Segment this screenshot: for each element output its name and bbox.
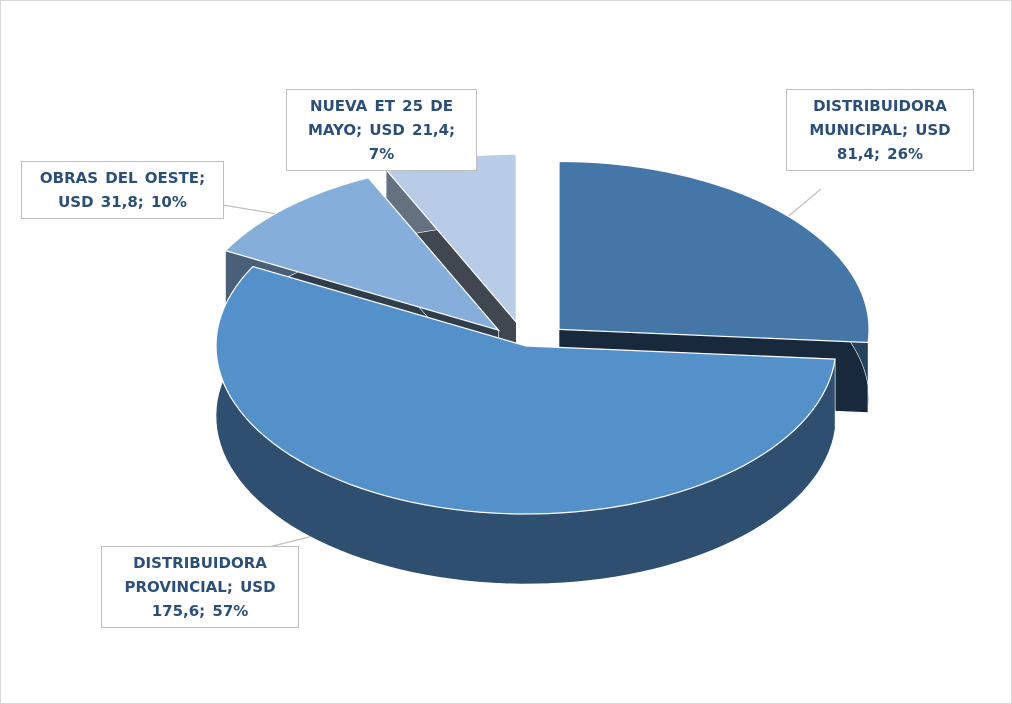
slice: [224, 177, 501, 332]
label-separator: ;: [226, 578, 233, 596]
label-separator: ;: [873, 145, 880, 163]
label-part: 10%: [151, 193, 187, 211]
label-separator: ;: [137, 193, 144, 211]
data-label: NUEVA ET 25 DE MAYO; USD 21,4; 7%: [286, 89, 477, 171]
label-part: USD 31,8: [58, 193, 138, 211]
data-label: DISTRIBUIDORA MUNICIPAL; USD 81,4; 26%: [786, 89, 974, 171]
label-part: USD 175,6: [151, 578, 276, 620]
label-part: OBRAS DEL OESTE: [39, 169, 200, 187]
slice-group: [215, 265, 836, 585]
label-part: DISTRIBUIDORA MUNICIPAL: [809, 97, 947, 139]
data-label: DISTRIBUIDORA PROVINCIAL; USD 175,6; 57%: [101, 546, 299, 628]
label-separator: ;: [199, 169, 206, 187]
label-part: 57%: [212, 602, 249, 620]
label-separator: ;: [199, 602, 206, 620]
label-separator: ;: [449, 121, 456, 139]
label-part: NUEVA ET 25 DE MAYO: [307, 97, 453, 139]
label-part: USD 81,4: [836, 121, 951, 163]
data-label: OBRAS DEL OESTE; USD 31,8; 10%: [21, 161, 224, 219]
label-part: 26%: [887, 145, 924, 163]
slice: [558, 160, 870, 344]
label-part: 7%: [368, 145, 395, 163]
label-part: DISTRIBUIDORA PROVINCIAL: [124, 554, 267, 596]
slice: [215, 265, 836, 515]
label-separator: ;: [356, 121, 363, 139]
label-separator: ;: [901, 121, 908, 139]
label-part: USD 21,4: [369, 121, 450, 139]
